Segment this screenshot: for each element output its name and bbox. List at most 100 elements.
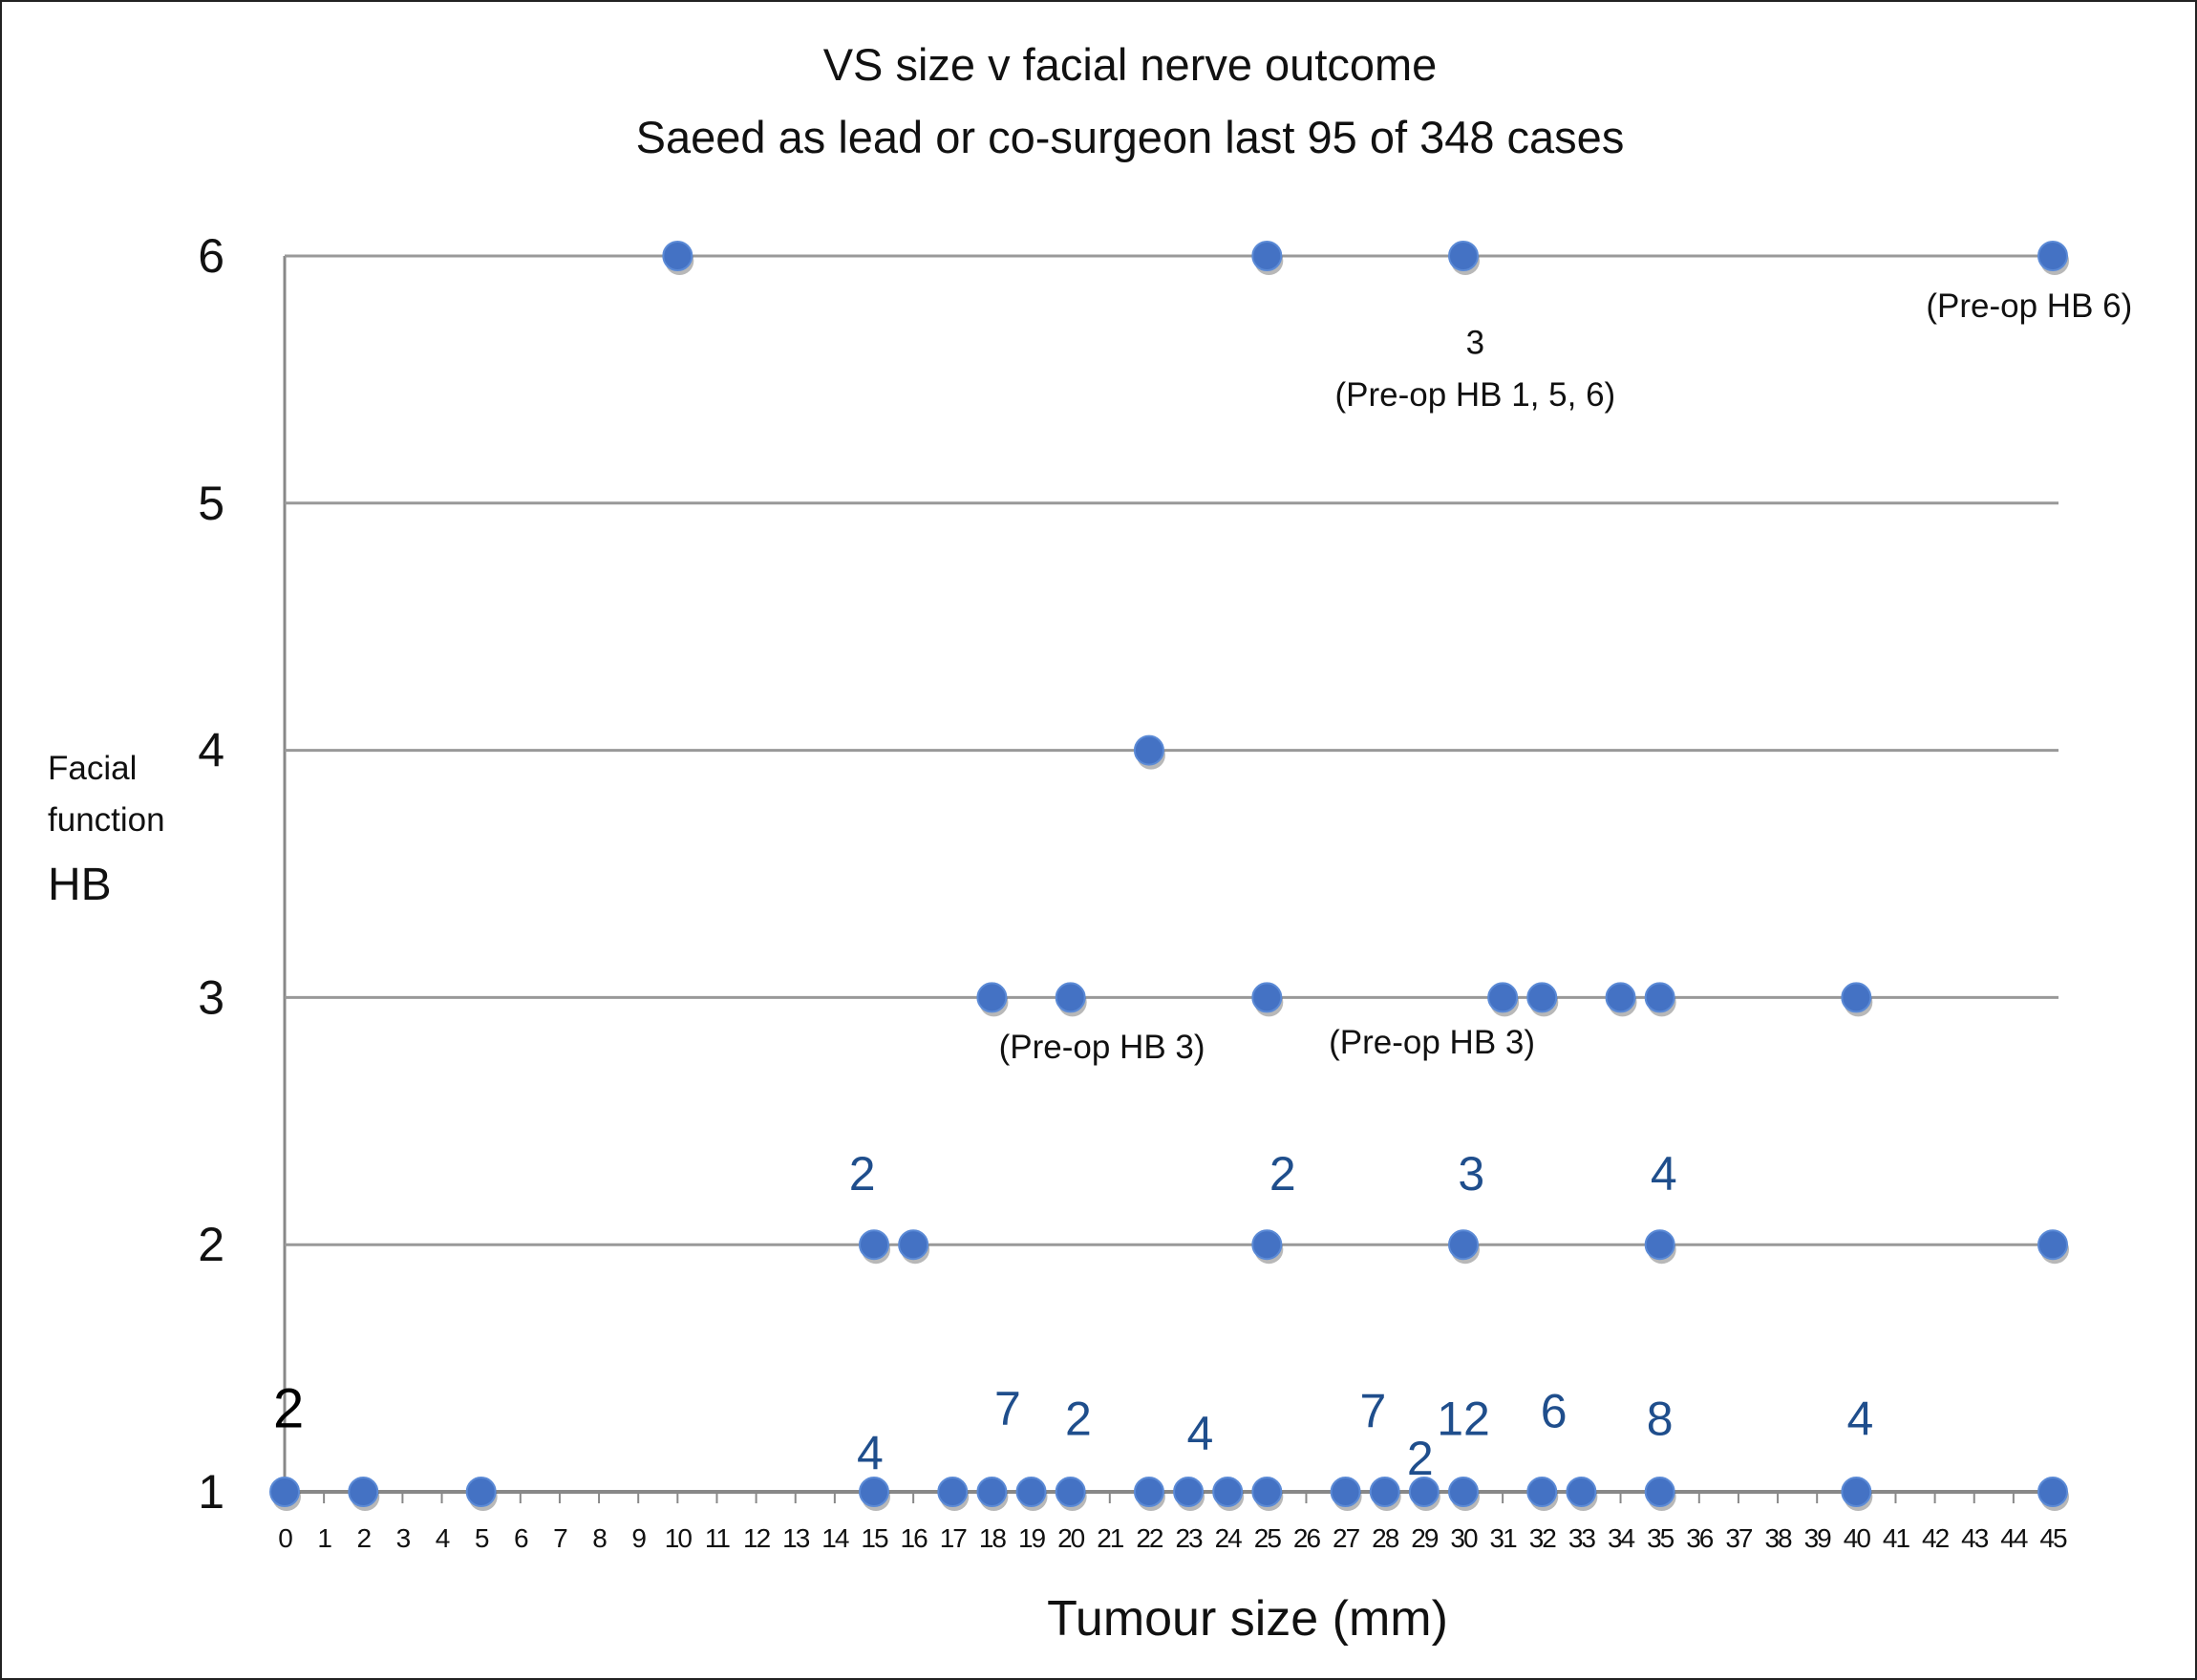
count-label: 2 — [1065, 1392, 1092, 1445]
x-tick-label: 1 — [317, 1523, 331, 1553]
count-label: 2 — [273, 1378, 304, 1440]
data-point — [1369, 1477, 1400, 1507]
x-tick-label: 38 — [1764, 1523, 1792, 1553]
data-point — [662, 241, 693, 271]
y-tick-label: 3 — [198, 970, 224, 1024]
data-point — [2037, 241, 2068, 271]
x-tick-label: 12 — [743, 1523, 771, 1553]
x-tick-label: 35 — [1647, 1523, 1674, 1553]
data-point — [1133, 734, 1164, 766]
x-tick-label: 25 — [1254, 1523, 1282, 1553]
count-label: 2 — [849, 1147, 876, 1201]
annotation: 3 — [1466, 325, 1484, 362]
data-point — [1055, 982, 1086, 1013]
count-label: 7 — [994, 1382, 1021, 1435]
count-label: 4 — [857, 1427, 884, 1480]
count-label: 4 — [1187, 1407, 1214, 1460]
x-tick-label: 7 — [553, 1523, 567, 1553]
count-label: 8 — [1647, 1392, 1674, 1445]
x-tick-label: 45 — [2039, 1523, 2067, 1553]
data-point — [1133, 1477, 1164, 1507]
x-tick-label: 13 — [782, 1523, 810, 1553]
count-label: 4 — [1651, 1147, 1677, 1201]
x-tick-label: 3 — [396, 1523, 411, 1553]
x-tick-label: 0 — [278, 1523, 292, 1553]
annotation: (Pre-op HB 3) — [1329, 1024, 1535, 1061]
data-point — [348, 1477, 379, 1507]
data-point — [465, 1477, 497, 1507]
x-tick-label: 44 — [2000, 1523, 2028, 1553]
x-tick-label: 27 — [1333, 1523, 1360, 1553]
x-tick-label: 28 — [1372, 1523, 1399, 1553]
data-point — [1212, 1477, 1244, 1507]
data-point — [937, 1477, 969, 1507]
x-tick-label: 9 — [631, 1523, 646, 1553]
data-point — [1526, 982, 1558, 1013]
chart-subtitle: Saeed as lead or co-surgeon last 95 of 3… — [636, 112, 1625, 162]
data-point — [2037, 1477, 2068, 1507]
data-point — [1055, 1477, 1086, 1507]
x-tick-label: 11 — [705, 1523, 730, 1553]
x-tick-label: 26 — [1293, 1523, 1321, 1553]
data-point — [1644, 1477, 1675, 1507]
data-point — [1251, 1229, 1283, 1261]
annotation: (Pre-op HB 6) — [1926, 287, 2132, 325]
x-tick-label: 22 — [1136, 1523, 1163, 1553]
x-tick-label: 29 — [1411, 1523, 1439, 1553]
x-tick-label: 37 — [1725, 1523, 1753, 1553]
x-tick-label: 5 — [475, 1523, 489, 1553]
x-tick-label: 18 — [979, 1523, 1007, 1553]
x-tick-label: 34 — [1608, 1523, 1635, 1553]
x-tick-label: 20 — [1057, 1523, 1085, 1553]
x-tick-label: 41 — [1883, 1523, 1910, 1553]
x-tick-label: 4 — [436, 1523, 450, 1553]
x-tick-label: 17 — [940, 1523, 968, 1553]
x-tick-label: 32 — [1529, 1523, 1557, 1553]
x-tick-label: 14 — [821, 1523, 849, 1553]
count-label: 3 — [1458, 1147, 1484, 1201]
data-point — [1251, 1477, 1283, 1507]
x-tick-label: 19 — [1018, 1523, 1046, 1553]
data-point — [1448, 1229, 1479, 1261]
count-label: 2 — [1407, 1432, 1434, 1485]
count-label: 7 — [1359, 1385, 1386, 1438]
x-tick-label: 43 — [1961, 1523, 1989, 1553]
data-point — [1408, 1477, 1440, 1507]
y-tick-label: 4 — [198, 724, 224, 777]
x-tick-label: 15 — [861, 1523, 888, 1553]
y-tick-label: 2 — [198, 1218, 224, 1271]
data-point — [898, 1229, 929, 1261]
data-point — [1448, 1477, 1479, 1507]
x-tick-label: 24 — [1215, 1523, 1243, 1553]
y-axis-label-line2: function — [48, 801, 165, 839]
data-point — [1173, 1477, 1205, 1507]
annotation: (Pre-op HB 1, 5, 6) — [1334, 376, 1615, 414]
data-point — [2037, 1229, 2068, 1261]
x-tick-label: 33 — [1568, 1523, 1596, 1553]
data-point — [859, 1229, 889, 1261]
x-tick-label: 36 — [1686, 1523, 1714, 1553]
y-axis-label-line3: HB — [48, 860, 112, 910]
x-axis-label: Tumour size (mm) — [1047, 1591, 1448, 1647]
y-tick-label: 5 — [198, 477, 224, 530]
data-point — [1487, 982, 1519, 1013]
x-tick-label: 31 — [1490, 1523, 1518, 1553]
data-point — [1526, 1477, 1558, 1507]
x-tick-label: 39 — [1804, 1523, 1832, 1553]
x-tick-label: 6 — [514, 1523, 528, 1553]
count-label: 6 — [1541, 1385, 1568, 1438]
data-point — [269, 1477, 300, 1507]
data-point — [1566, 1477, 1597, 1507]
data-point — [1015, 1477, 1047, 1507]
data-point — [1251, 982, 1283, 1013]
data-point — [976, 1477, 1008, 1507]
x-tick-label: 40 — [1844, 1523, 1871, 1553]
y-axis-label-line1: Facial — [48, 750, 137, 787]
count-label: 2 — [1269, 1147, 1296, 1201]
data-point — [1841, 982, 1872, 1013]
x-tick-label: 16 — [901, 1523, 928, 1553]
data-point — [1251, 241, 1283, 271]
data-point — [859, 1477, 889, 1507]
